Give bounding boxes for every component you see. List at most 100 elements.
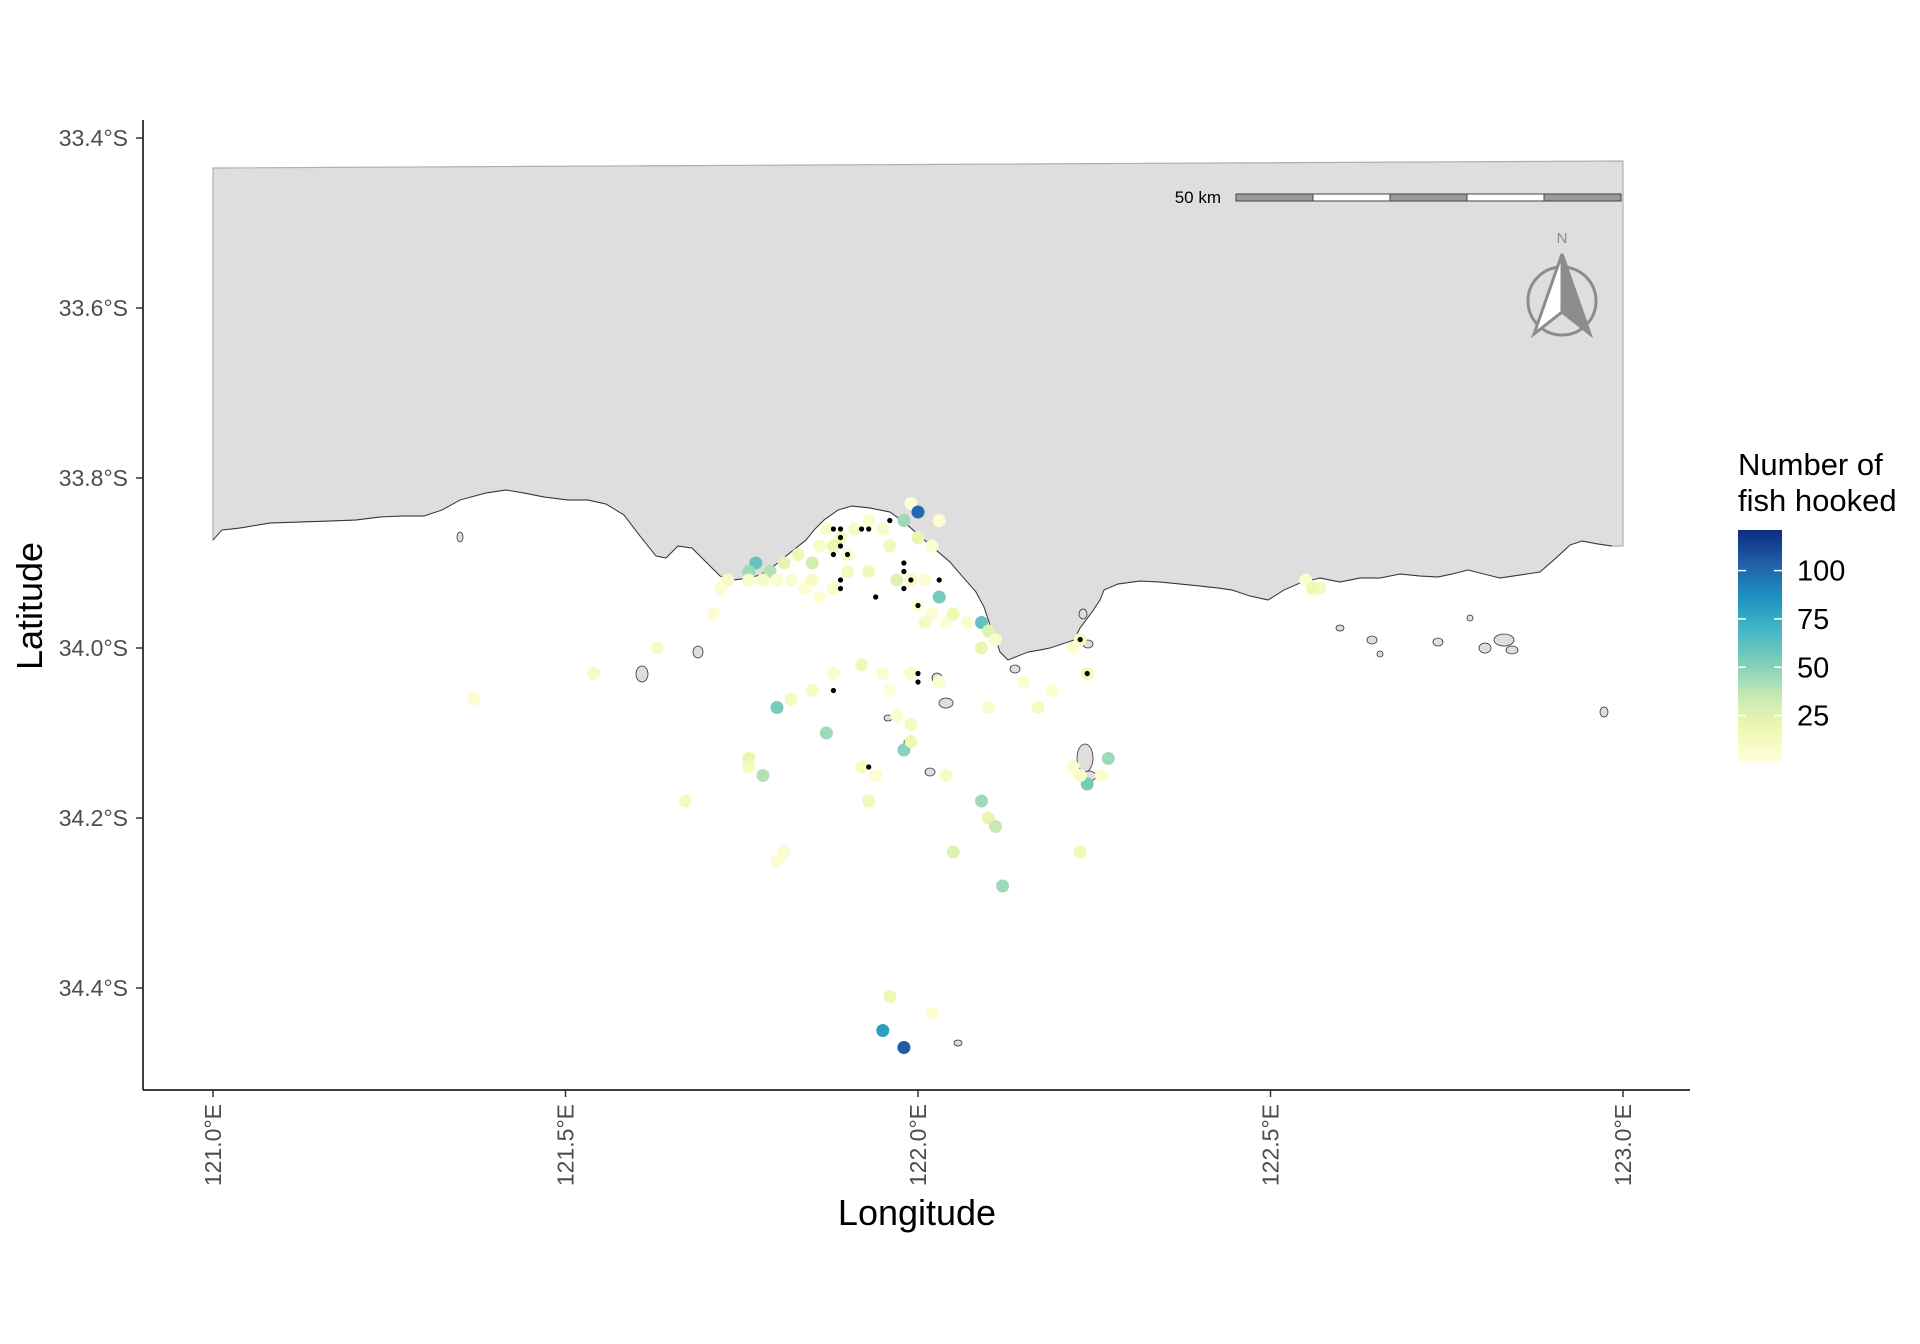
site-marker <box>866 526 872 532</box>
catch-point <box>883 990 897 1003</box>
catch-point <box>932 675 946 689</box>
catch-point <box>721 573 735 587</box>
catch-point <box>883 539 897 553</box>
catch-point <box>1073 769 1087 782</box>
catch-point <box>819 522 833 536</box>
catch-point <box>812 590 826 604</box>
catch-point <box>904 667 918 680</box>
scale-bar-segment <box>1543 193 1622 202</box>
catch-point <box>756 769 770 782</box>
catch-point <box>770 573 784 587</box>
y-tick-label: 33.4°S <box>59 125 128 151</box>
points-layer <box>467 497 1327 1054</box>
site-marker <box>915 679 921 685</box>
island-shape <box>1376 650 1384 658</box>
catch-point <box>975 794 988 808</box>
catch-point <box>777 845 791 859</box>
mainland-polygon <box>212 160 1624 661</box>
catch-point <box>587 667 601 680</box>
scale-bar-segment <box>1235 193 1314 202</box>
site-marker <box>837 543 844 549</box>
legend-tick-label: 50 <box>1797 652 1829 684</box>
catch-point <box>960 616 974 629</box>
north-arrow-right-half-icon <box>1560 253 1594 339</box>
catch-point <box>939 769 953 782</box>
catch-point <box>784 692 798 706</box>
island-shape <box>1599 706 1609 718</box>
catch-point <box>925 539 939 553</box>
catch-point <box>1066 760 1080 774</box>
x-tick-label: 121.0°E <box>200 1104 226 1186</box>
scale-bar-segment <box>1389 193 1468 202</box>
site-marker <box>936 577 942 583</box>
legend-tick-label: 75 <box>1797 604 1829 636</box>
island-shape <box>1366 635 1378 645</box>
catch-point <box>932 514 946 527</box>
catch-point <box>904 718 918 731</box>
catch-point <box>862 565 876 578</box>
site-marker <box>837 534 844 541</box>
catch-point <box>904 735 918 748</box>
catch-point <box>932 590 946 604</box>
catch-point <box>869 769 883 782</box>
axes: 33.4°S 33.6°S 33.8°S 34.0°S 34.2°S 34.4°S 121.… <box>59 120 1690 1186</box>
y-tick-label: 34.4°S <box>59 975 128 1001</box>
x-tick-label: 123.0°E <box>1610 1104 1636 1186</box>
site-marker <box>1077 636 1083 643</box>
catch-point <box>756 573 770 587</box>
site-marker <box>901 568 907 575</box>
scale-bar-segment <box>1466 193 1545 202</box>
catch-point <box>791 548 805 561</box>
island-shape <box>1466 614 1474 622</box>
catch-point <box>812 539 826 553</box>
catch-point <box>1017 675 1031 689</box>
catch-point <box>862 794 876 808</box>
site-marker <box>866 764 872 770</box>
catch-point <box>678 794 692 808</box>
catch-point <box>805 556 819 570</box>
site-marker <box>873 594 879 600</box>
catch-point <box>848 522 861 536</box>
island-shape <box>1009 664 1021 674</box>
legend-tick-label: 25 <box>1797 701 1829 733</box>
island-shape <box>1078 608 1088 620</box>
catch-point <box>946 845 960 859</box>
north-arrow-label: N <box>1557 230 1568 247</box>
island-shape <box>953 1039 963 1047</box>
catch-point <box>862 514 876 527</box>
scale-bar: 50 km <box>1175 188 1622 207</box>
north-arrow: N <box>1526 230 1598 339</box>
catch-point <box>1066 641 1080 655</box>
catch-point <box>770 854 784 867</box>
catch-point <box>876 667 890 680</box>
legend: Number of fish hooked 100 75 50 25 <box>1738 447 1897 762</box>
catch-point <box>777 556 791 570</box>
site-marker <box>859 526 865 532</box>
legend-colorbar <box>1738 530 1782 762</box>
catch-point <box>784 573 798 587</box>
catch-point <box>841 565 854 578</box>
catch-point <box>996 879 1010 893</box>
site-marker <box>908 577 914 583</box>
y-tick-label: 34.2°S <box>59 805 128 831</box>
y-tick-label: 33.6°S <box>59 295 128 321</box>
catch-point <box>826 582 840 595</box>
catch-point <box>467 692 481 706</box>
catch-point <box>890 709 904 723</box>
site-marker <box>830 551 837 558</box>
legend-tick-label: 100 <box>1797 556 1845 588</box>
catch-point <box>989 820 1002 833</box>
site-marker <box>830 687 837 694</box>
catch-point <box>855 658 869 672</box>
catch-point <box>925 1007 939 1020</box>
catch-point <box>1073 845 1087 859</box>
island-shape <box>938 697 954 709</box>
y-tick-label: 34.0°S <box>59 635 128 661</box>
island-shape <box>1432 637 1444 647</box>
x-tick-label: 122.5°E <box>1258 1104 1284 1186</box>
island-shape <box>692 645 704 659</box>
land-layer <box>212 160 1624 1047</box>
catch-point <box>742 573 756 587</box>
catch-point <box>819 726 833 740</box>
catch-point <box>904 497 918 510</box>
